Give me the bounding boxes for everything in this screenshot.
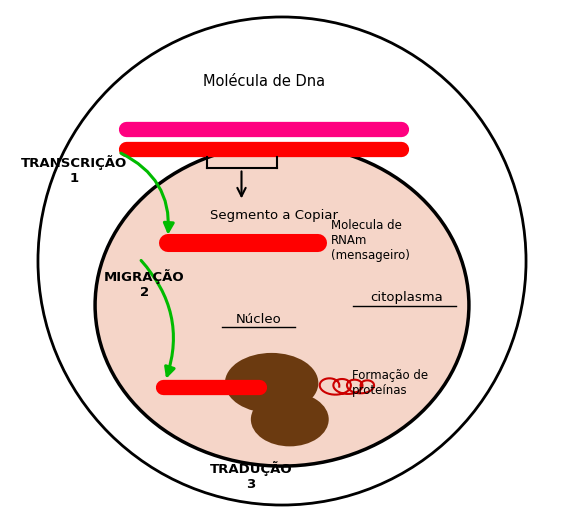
Ellipse shape — [251, 393, 329, 446]
Text: Molécula de Dna: Molécula de Dna — [203, 74, 325, 89]
Text: MIGRAÇÃO
2: MIGRAÇÃO 2 — [104, 269, 185, 299]
Text: TRADUÇÃO
3: TRADUÇÃO 3 — [210, 461, 292, 492]
Ellipse shape — [225, 353, 318, 413]
Circle shape — [38, 17, 526, 505]
Text: citoplasma: citoplasma — [370, 291, 443, 304]
Text: Núcleo: Núcleo — [236, 313, 281, 326]
Text: Formação de
proteínas: Formação de proteínas — [352, 369, 428, 397]
Text: TRANSCRIÇÃO
1: TRANSCRIÇÃO 1 — [21, 155, 127, 185]
Ellipse shape — [95, 144, 469, 466]
Text: Segmento a Copiar: Segmento a Copiar — [210, 209, 338, 222]
Text: Molecula de
RNAm
(mensageiro): Molecula de RNAm (mensageiro) — [331, 219, 410, 262]
